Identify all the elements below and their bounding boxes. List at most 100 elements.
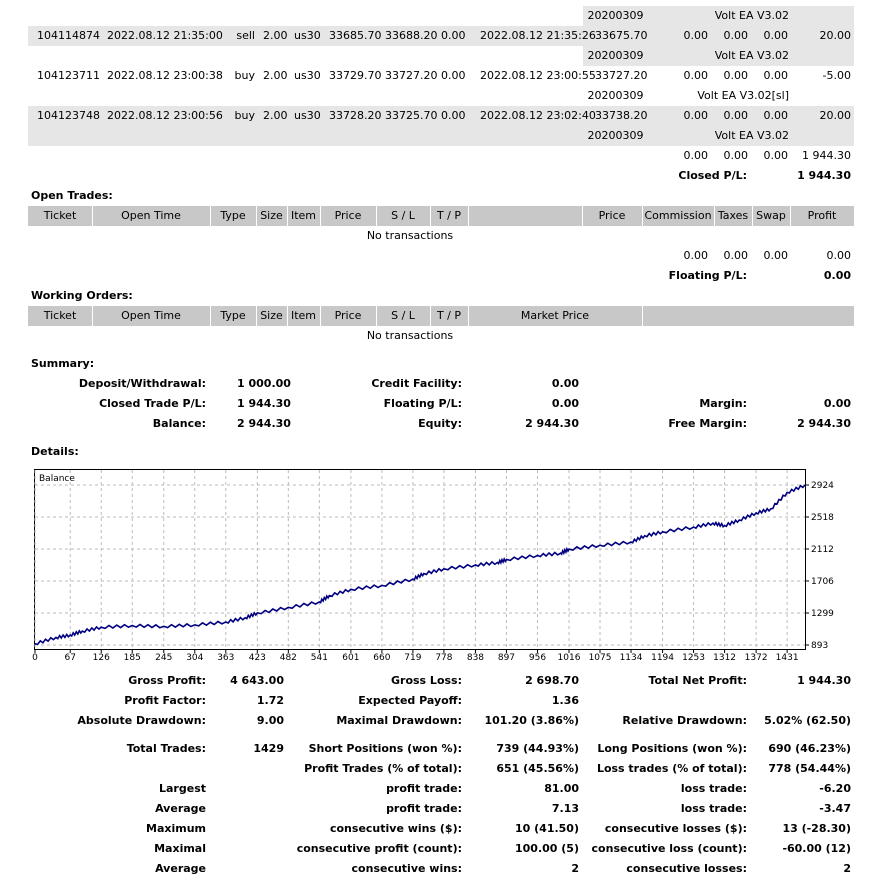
commission: 0.00 — [683, 29, 709, 42]
y-tick-label: 1299 — [811, 609, 834, 619]
stat-value: 10 (41.50) — [515, 822, 579, 835]
x-tick-label: 1372 — [745, 653, 768, 663]
open-trades-header — [28, 206, 854, 226]
stat-value: 1 944.30 — [797, 674, 851, 687]
stat-label: Short Positions (won %): — [308, 742, 462, 755]
margin-label: Margin: — [699, 397, 747, 410]
x-tick-label: 1194 — [651, 653, 674, 663]
profit: -5.00 — [822, 69, 851, 82]
x-tick-label: 0 — [32, 653, 38, 663]
floating-pl-label: Floating P/L: — [668, 269, 747, 282]
free-margin-label: Free Margin: — [668, 417, 747, 430]
stat-label: Profit Trades (% of total): — [304, 762, 462, 775]
x-tick-label: 956 — [529, 653, 546, 663]
summary-title: Summary: — [31, 357, 95, 370]
stat-label: Gross Loss: — [391, 674, 462, 687]
closed-pl-label: Closed P/L: — [678, 169, 747, 182]
floating-label: Floating P/L: — [383, 397, 462, 410]
stat-label: Relative Drawdown: — [622, 714, 747, 727]
x-tick-label: 1075 — [589, 653, 612, 663]
swap: 0.00 — [763, 29, 789, 42]
stat-value — [200, 779, 284, 799]
stat-label — [590, 691, 747, 711]
open-time: 2022.08.12 23:00:38 — [107, 69, 223, 82]
col-commission: Commission — [644, 209, 712, 222]
stat-value — [750, 691, 851, 711]
stat-label: Maximal — [154, 842, 206, 855]
close-time: 2022.08.12 21:35:26 — [480, 29, 596, 42]
working-orders-header — [28, 306, 854, 326]
size: 2.00 — [263, 109, 288, 122]
stat-value: -3.47 — [819, 802, 851, 815]
deal-extra-row — [28, 126, 854, 146]
taxes: 0.00 — [723, 29, 749, 42]
col-tp: T / P — [436, 209, 462, 222]
x-tick-label: 1312 — [713, 653, 736, 663]
stat-value: -60.00 (12) — [782, 842, 851, 855]
item: us30 — [294, 109, 321, 122]
commission: 0.00 — [683, 69, 709, 82]
x-tick-label: 185 — [124, 653, 141, 663]
y-tick-label: 1706 — [811, 577, 834, 587]
x-axis: 0 67 126 185 245 304 363 423 482 541 601 660 719 778 8… — [32, 649, 799, 663]
floating-pl-value: 0.00 — [823, 269, 851, 282]
stat-label: consecutive losses ($): — [604, 822, 747, 835]
stat-label — [40, 759, 206, 779]
open-trades-title: Open Trades: — [31, 189, 113, 202]
stat-value: 4 643.00 — [230, 674, 284, 687]
x-tick-label: 363 — [217, 653, 234, 663]
stat-value: -6.20 — [819, 782, 851, 795]
col-profit: Profit — [807, 209, 837, 222]
stop-loss: 33727.20 — [385, 69, 438, 82]
stat-label: profit trade: — [386, 802, 462, 815]
col-taxes: Taxes — [717, 209, 749, 222]
chart-title: Balance — [39, 474, 75, 484]
open-price: 33685.70 — [329, 29, 382, 42]
balance-chart: Balance 2924 2518 2112 1706 1299 893 0 67 126 18… — [32, 469, 834, 663]
stat-value: 9.00 — [256, 714, 284, 727]
col-swap: Swap — [756, 209, 786, 222]
stat-value: 690 (46.23%) — [768, 742, 851, 755]
stat-value: 739 (44.93%) — [496, 742, 579, 755]
stat-label: Profit Factor: — [124, 694, 206, 707]
col-size: Size — [260, 309, 283, 322]
stat-value: 100.00 (5) — [515, 842, 579, 855]
col-ticket: Ticket — [43, 309, 77, 322]
details-title: Details: — [31, 445, 79, 458]
col-ticket: Ticket — [43, 209, 77, 222]
stat-value: 778 (54.44%) — [768, 762, 851, 775]
stat-value: 7.13 — [551, 802, 579, 815]
stat-value: 1.72 — [256, 694, 284, 707]
equity-value: 2 944.30 — [525, 417, 579, 430]
stat-label: Gross Profit: — [128, 674, 206, 687]
size: 2.00 — [263, 29, 288, 42]
stat-value — [200, 759, 284, 779]
x-tick-label: 1431 — [776, 653, 799, 663]
stop-loss: 33688.20 — [385, 29, 438, 42]
col-price: Price — [334, 209, 362, 222]
col-sl: S / L — [391, 309, 415, 322]
stat-label: profit trade: — [386, 782, 462, 795]
col-type: Type — [220, 209, 246, 222]
magic-number: 20200309 — [587, 89, 644, 102]
y-tick-label: 2924 — [811, 481, 834, 491]
closed-trade-label: Closed Trade P/L: — [99, 397, 206, 410]
open-taxes-total: 0.00 — [723, 249, 749, 262]
balance-series-line — [34, 484, 806, 646]
col-type: Type — [220, 309, 246, 322]
x-tick-label: 304 — [186, 653, 203, 663]
stat-value: 13 (-28.30) — [782, 822, 851, 835]
col-item: Item — [290, 309, 317, 322]
stat-label: consecutive wins: — [351, 862, 462, 875]
x-tick-label: 1134 — [620, 653, 643, 663]
deal-row — [28, 26, 854, 46]
stat-label: Loss trades (% of total): — [596, 762, 747, 775]
closed-pl-value: 1 944.30 — [797, 169, 851, 182]
working-orders-empty: No transactions — [366, 329, 454, 342]
close-time: 2022.08.12 23:02:40 — [480, 109, 596, 122]
deal-extra-row — [583, 6, 854, 26]
magic-number: 20200309 — [587, 129, 644, 142]
take-profit: 0.00 — [441, 109, 466, 122]
x-tick-label: 482 — [280, 653, 297, 663]
open-commission-total: 0.00 — [683, 249, 709, 262]
